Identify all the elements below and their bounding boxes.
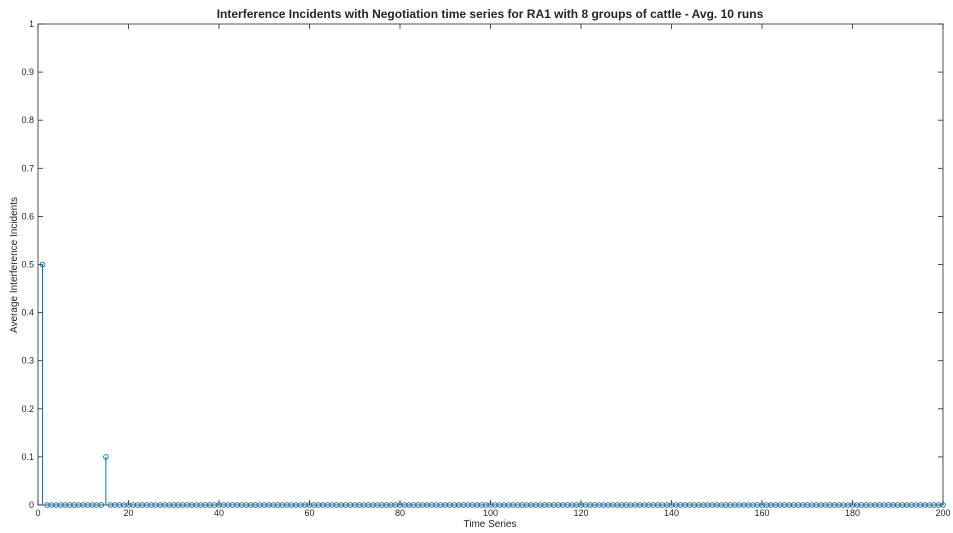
y-tick-label: 0.5 xyxy=(21,260,34,270)
x-tick-label: 0 xyxy=(35,508,40,518)
y-tick-label: 0.7 xyxy=(21,163,34,173)
y-tick-label: 0 xyxy=(29,500,34,510)
x-tick-label: 60 xyxy=(304,508,314,518)
stem-series xyxy=(39,261,946,508)
x-tick-label: 80 xyxy=(395,508,405,518)
x-axis-label: Time Series xyxy=(464,519,517,530)
stem-marker xyxy=(39,261,46,268)
y-tick-label: 0.4 xyxy=(21,308,34,318)
x-tick-label: 20 xyxy=(123,508,133,518)
stem-marker xyxy=(940,502,946,508)
x-tick-label: 180 xyxy=(845,508,860,518)
x-tick-label: 120 xyxy=(573,508,588,518)
x-tick-label: 200 xyxy=(935,508,950,518)
y-tick-label: 0.9 xyxy=(21,67,34,77)
y-tick-label: 0.1 xyxy=(21,452,34,462)
x-tick-label: 160 xyxy=(754,508,769,518)
x-tick-label: 100 xyxy=(483,508,498,518)
chart-title: Interference Incidents with Negotiation … xyxy=(217,7,764,21)
stem-marker xyxy=(103,454,109,460)
y-tick-label: 0.6 xyxy=(21,211,34,221)
y-tick-label: 1 xyxy=(29,19,34,29)
x-tick-label: 140 xyxy=(664,508,679,518)
x-tick-label: 40 xyxy=(214,508,224,518)
y-axis-label: Average Interference Incidents xyxy=(9,197,20,333)
y-tick-label: 0.3 xyxy=(21,356,34,366)
y-tick-label: 0.2 xyxy=(21,404,34,414)
stem-marker xyxy=(98,502,105,508)
y-tick-label: 0.8 xyxy=(21,115,34,125)
